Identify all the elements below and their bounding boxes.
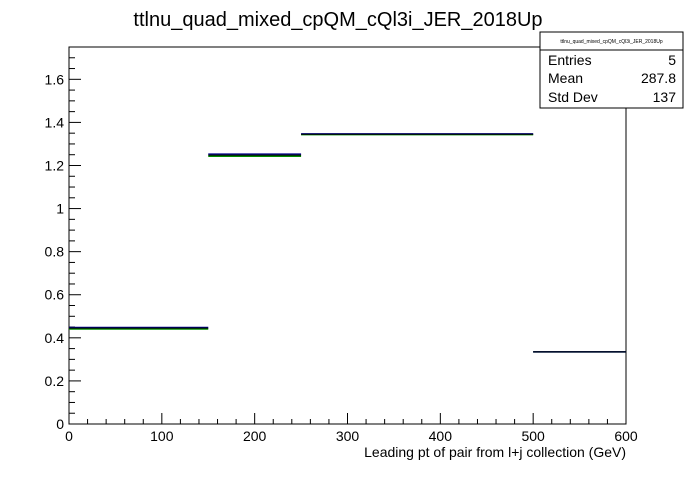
stats-mean-label: Mean: [548, 70, 583, 86]
stats-mean-value: 287.8: [641, 70, 676, 86]
x-axis: 0 100 200 300 400 500 600: [65, 413, 638, 444]
stats-entries-value: 5: [668, 52, 676, 68]
y-tick-label: 1: [56, 201, 64, 217]
x-tick-label: 500: [521, 428, 545, 444]
stats-box-title: ttlnu_quad_mixed_cpQM_cQl3i_JER_2018Up: [560, 39, 663, 45]
x-tick-label: 400: [429, 428, 453, 444]
stats-box-frame: [539, 31, 684, 109]
y-axis: 0 0.2 0.4 0.6 0.8 1 1.2 1.4 1.6: [45, 46, 81, 432]
y-tick-label: 0.4: [45, 330, 65, 346]
y-tick-label: 1.2: [45, 157, 65, 173]
x-tick-label: 100: [150, 428, 174, 444]
stats-stddev-value: 137: [653, 89, 677, 105]
y-tick-label: 0.8: [45, 244, 65, 260]
stats-box: ttlnu_quad_mixed_cpQM_cQl3i_JER_2018Up E…: [539, 31, 684, 109]
chart-title: ttlnu_quad_mixed_cpQM_cQl3i_JER_2018Up: [133, 9, 542, 31]
stats-entries-label: Entries: [548, 52, 592, 68]
histogram-bins: [69, 133, 626, 353]
x-axis-label: Leading pt of pair from l+j collection (…: [364, 444, 626, 460]
y-tick-label: 0.2: [45, 373, 65, 389]
x-tick-label: 0: [65, 428, 73, 444]
y-tick-label: 0.6: [45, 287, 65, 303]
x-tick-label: 600: [614, 428, 638, 444]
y-tick-label: 0: [56, 416, 64, 432]
y-tick-label: 1.4: [45, 114, 65, 130]
x-tick-label: 200: [243, 428, 267, 444]
stats-stddev-label: Std Dev: [548, 89, 598, 105]
y-tick-label: 1.6: [45, 71, 65, 87]
x-tick-label: 300: [336, 428, 360, 444]
